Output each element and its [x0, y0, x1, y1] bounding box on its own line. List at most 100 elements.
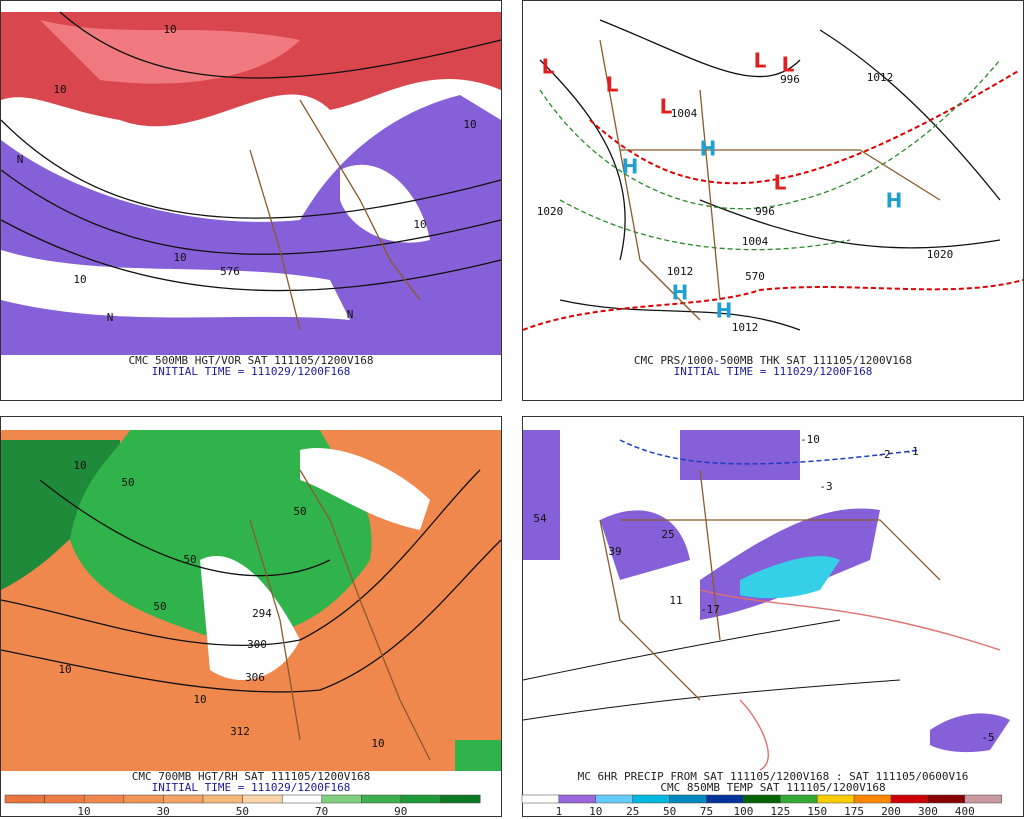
map-500mb — [0, 11, 502, 355]
map-precip — [522, 430, 1023, 772]
contour-label: 1012 — [667, 265, 694, 278]
contour-label: -1 — [905, 445, 918, 458]
contour-label: -10 — [800, 433, 820, 446]
contour-label: 10 — [163, 23, 176, 36]
contour-label: 1012 — [732, 321, 759, 334]
pressure-center: L — [782, 53, 795, 77]
contour-label: 996 — [780, 73, 800, 86]
contour-label: 10 — [463, 118, 476, 131]
colorbar-cell — [816, 794, 855, 804]
map-700mb — [0, 430, 502, 772]
colorbar-cell — [4, 794, 45, 804]
contour-label: 1004 — [671, 107, 698, 120]
contour-label: 312 — [230, 725, 250, 738]
contour-label: N — [107, 311, 114, 324]
contour-label: 50 — [121, 476, 134, 489]
initial-time: INITIAL TIME = 111029/1200F168 — [152, 365, 351, 378]
colorbar-cell — [400, 794, 441, 804]
initial-time: INITIAL TIME = 111029/1200F168 — [152, 781, 351, 794]
contour-label: 1020 — [927, 248, 954, 261]
contour-label: -3 — [819, 480, 832, 493]
pressure-center: L — [606, 73, 619, 97]
colorbar-label: 50 — [663, 805, 676, 818]
contour-label: 1012 — [867, 71, 894, 84]
colorbar-label: 70 — [315, 805, 328, 818]
contour-label: 294 — [252, 607, 272, 620]
contour-label: 50 — [293, 505, 306, 518]
contour-label: 10 — [413, 218, 426, 231]
colorbar-label: 10 — [77, 805, 90, 818]
contour-label: -17 — [700, 603, 720, 616]
colorbar-label: 300 — [918, 805, 938, 818]
caption-bg — [1, 771, 501, 793]
contour-label: 1020 — [537, 205, 564, 218]
colorbar-cell — [521, 794, 560, 804]
contour-label: 25 — [661, 528, 674, 541]
colorbar-cell — [743, 794, 781, 804]
colorbar-cell — [281, 794, 323, 804]
contour-label: 10 — [193, 693, 206, 706]
contour-label: 996 — [755, 205, 775, 218]
colorbar-label: 400 — [955, 805, 975, 818]
contour-label: 570 — [745, 270, 765, 283]
initial-time: INITIAL TIME = 111029/1200F168 — [674, 365, 873, 378]
colorbar-label: 1 — [556, 805, 563, 818]
contour-label: 10 — [371, 737, 384, 750]
colorbar-cell — [202, 794, 243, 804]
colorbar-label: 200 — [881, 805, 901, 818]
colorbar-cell — [780, 794, 818, 804]
caption-bg — [523, 771, 1023, 793]
contour-label: 1004 — [742, 235, 769, 248]
colorbar-cell — [632, 794, 670, 804]
colorbar-cell — [964, 794, 1002, 804]
contour-label: N — [347, 308, 354, 321]
contour-label: -5 — [981, 731, 994, 744]
colorbar-label: 10 — [589, 805, 602, 818]
pressure-center: L — [542, 55, 555, 79]
colorbar-label: 125 — [770, 805, 790, 818]
contour-label: 306 — [245, 671, 265, 684]
pressure-center: H — [672, 281, 689, 305]
colorbar-cell — [558, 794, 597, 804]
caption: CMC PRS/1000-500MB THK SAT 111105/1200V1… — [634, 354, 912, 367]
pressure-center: H — [622, 155, 639, 179]
colorbar-label: 25 — [626, 805, 639, 818]
pressure-center: H — [700, 137, 717, 161]
contour-label: -2 — [877, 448, 890, 461]
colorbar-cell — [321, 794, 362, 804]
colorbar-cell — [83, 794, 125, 804]
colorbar-cell — [440, 794, 481, 804]
contour-label: 300 — [247, 638, 267, 651]
colorbar-cell — [890, 794, 929, 804]
colorbar-label: 150 — [807, 805, 827, 818]
colorbar-label: 100 — [733, 805, 753, 818]
colorbar-cell — [123, 794, 164, 804]
contour-label: 50 — [183, 553, 196, 566]
colorbar-cell — [927, 794, 966, 804]
colorbar-cell — [853, 794, 892, 804]
colorbar-cell — [361, 794, 402, 804]
caption-bg — [523, 355, 1023, 377]
contour-label: 10 — [53, 83, 66, 96]
contour-label: 10 — [73, 459, 86, 472]
colorbar-cell — [242, 794, 283, 804]
contour-label: 10 — [58, 663, 71, 676]
colorbar-cell — [669, 794, 707, 804]
caption: CMC 500MB HGT/VOR SAT 111105/1200V168 — [128, 354, 373, 367]
colorbar-label: 50 — [236, 805, 249, 818]
colorbar-cell — [44, 794, 85, 804]
contour-label: 50 — [153, 600, 166, 613]
contour-label: 576 — [220, 265, 240, 278]
pressure-center: L — [774, 171, 787, 195]
contour-label: 11 — [669, 594, 682, 607]
colorbar-label: 30 — [157, 805, 170, 818]
pressure-center: L — [754, 49, 767, 73]
caption: CMC 700MB HGT/RH SAT 111105/1200V168 — [132, 770, 370, 783]
pressure-center: H — [886, 189, 903, 213]
caption-bg — [1, 355, 501, 377]
colorbar-label: 75 — [700, 805, 713, 818]
contour-label: 54 — [533, 512, 547, 525]
colorbar-cell — [595, 794, 633, 804]
colorbar-label: 175 — [844, 805, 864, 818]
